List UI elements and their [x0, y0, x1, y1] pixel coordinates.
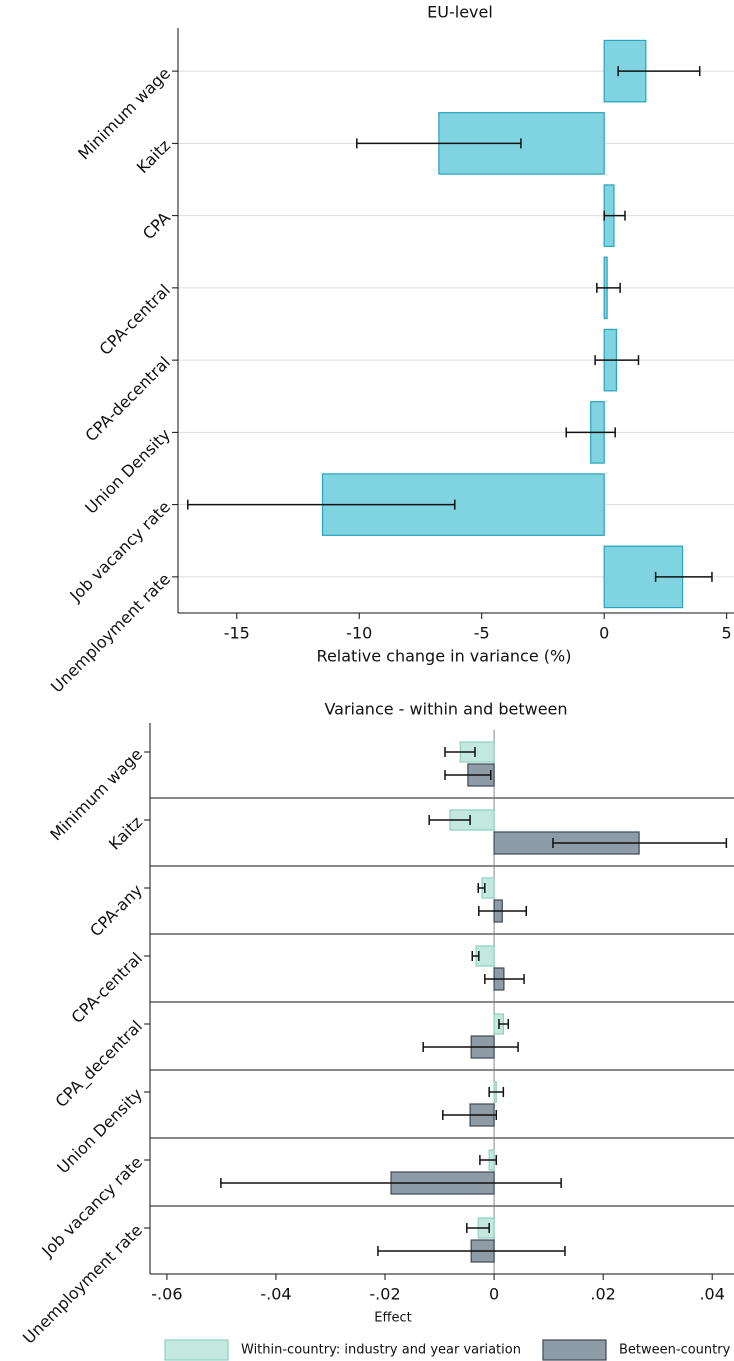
x-tick-label: 5	[722, 624, 732, 643]
error-bar	[654, 571, 713, 582]
y-tick-label: Kaitz	[133, 136, 174, 177]
x-tick-label: -15	[224, 624, 250, 643]
y-tick-label: CPA-central	[67, 949, 146, 1028]
x-tick-label: -.04	[260, 1285, 291, 1304]
legend-label: Within-country: industry and year variat…	[241, 1343, 521, 1358]
x-tick-label: 0	[489, 1285, 499, 1304]
error-bar	[484, 974, 525, 984]
x-tick-label: -10	[346, 624, 372, 643]
x-tick-label: 0	[599, 624, 609, 643]
error-bar	[377, 1246, 566, 1256]
x-tick-label: -5	[474, 624, 490, 643]
chart-title: EU-level	[427, 3, 493, 22]
error-bar	[471, 951, 480, 961]
error-bar	[466, 1223, 490, 1233]
error-bar	[444, 747, 476, 757]
y-tick-label: Unemployment rate	[19, 1221, 146, 1348]
x-tick-label: .02	[590, 1285, 615, 1304]
error-bar	[552, 838, 728, 848]
x-tick-label: -.06	[151, 1285, 182, 1304]
y-tick-label: Unemployment rate	[47, 569, 174, 696]
legend-swatch	[164, 1339, 229, 1361]
error-bar	[603, 210, 626, 221]
x-axis-label: Effect	[374, 1311, 411, 1326]
error-bar	[444, 770, 492, 780]
error-bar	[565, 427, 616, 438]
error-bar	[479, 1155, 498, 1165]
error-bar	[220, 1178, 562, 1188]
error-bar	[428, 815, 471, 825]
error-bar	[187, 499, 456, 510]
legend-swatch	[542, 1339, 607, 1361]
x-axis-label: Relative change in variance (%)	[317, 647, 572, 666]
error-bar	[594, 355, 640, 366]
x-tick-label: -.02	[369, 1285, 400, 1304]
y-tick-label: CPA-central	[95, 280, 174, 359]
error-bar	[422, 1042, 519, 1052]
error-bar	[498, 1019, 510, 1029]
x-tick-label: .04	[699, 1285, 724, 1304]
error-bar	[477, 883, 486, 893]
error-bar	[442, 1110, 498, 1120]
chart-title: Variance - within and between	[324, 700, 567, 719]
error-bar	[596, 282, 621, 293]
y-tick-label: CPA	[139, 208, 174, 243]
error-bar	[488, 1087, 505, 1097]
y-tick-label: Kaitz	[105, 813, 146, 854]
y-tick-label: CPA-any	[86, 881, 146, 941]
error-bar	[356, 138, 522, 149]
error-bar	[617, 66, 701, 77]
legend-label: Between-country	[619, 1343, 731, 1358]
error-bar	[478, 906, 527, 916]
